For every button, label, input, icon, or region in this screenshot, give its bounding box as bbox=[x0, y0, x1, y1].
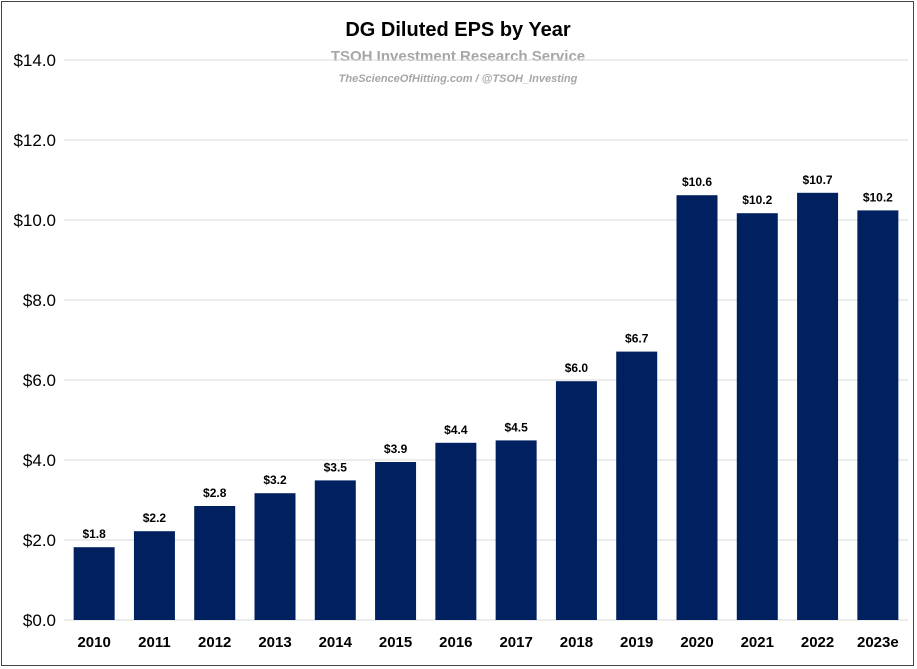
data-label: $10.2 bbox=[863, 190, 893, 204]
data-labels: $1.8 $2.2 $2.8 $3.2 $3.5 $3.9 $4.4 $4.5 $6.0 $6.7… bbox=[82, 173, 893, 541]
data-label: $3.2 bbox=[263, 473, 287, 487]
data-label: $1.8 bbox=[82, 527, 106, 541]
y-tick-label: $10.0 bbox=[13, 211, 56, 230]
y-tick-label: $2.0 bbox=[23, 531, 56, 550]
x-tick-label: 2011 bbox=[138, 634, 171, 651]
bar bbox=[254, 493, 296, 620]
x-tick-label: 2015 bbox=[379, 634, 412, 651]
x-tick-label: 2020 bbox=[680, 634, 713, 651]
y-tick-label: $8.0 bbox=[23, 291, 56, 310]
chart-subtitle: TSOH Investment Research Service bbox=[331, 48, 585, 65]
x-tick-label: 2023e bbox=[857, 634, 899, 651]
data-label: $4.5 bbox=[504, 420, 528, 434]
x-tick-label: 2021 bbox=[741, 634, 774, 651]
y-tick-label: $6.0 bbox=[23, 371, 56, 390]
x-axis-ticks: 2010 2011 2012 2013 2014 2015 2016 2017 2018 2019… bbox=[77, 634, 898, 651]
x-tick-label: 2019 bbox=[620, 634, 653, 651]
x-tick-label: 2012 bbox=[198, 634, 231, 651]
data-label: $2.2 bbox=[143, 511, 167, 525]
gridlines bbox=[64, 59, 908, 621]
data-label: $2.8 bbox=[203, 486, 227, 500]
bars bbox=[73, 192, 899, 621]
y-tick-label: $14.0 bbox=[13, 51, 56, 70]
bar bbox=[676, 195, 718, 620]
chart-credit: TheScienceOfHitting.com / @TSOH_Investin… bbox=[339, 73, 578, 85]
chart-title: DG Diluted EPS by Year bbox=[345, 19, 570, 41]
x-tick-label: 2022 bbox=[801, 634, 834, 651]
x-tick-label: 2014 bbox=[319, 634, 353, 651]
bar bbox=[797, 192, 839, 621]
bar bbox=[616, 351, 658, 620]
x-tick-label: 2013 bbox=[258, 634, 291, 651]
y-tick-label: $4.0 bbox=[23, 451, 56, 470]
bar bbox=[73, 547, 115, 620]
bar bbox=[736, 213, 778, 620]
x-tick-label: 2010 bbox=[77, 634, 110, 651]
data-label: $10.6 bbox=[682, 175, 712, 189]
bar bbox=[435, 442, 477, 620]
x-tick-label: 2017 bbox=[499, 634, 532, 651]
data-label: $3.5 bbox=[324, 460, 348, 474]
data-label: $10.2 bbox=[742, 193, 772, 207]
bar bbox=[194, 506, 236, 620]
y-axis-ticks: $0.0 $2.0 $4.0 $6.0 $8.0 $10.0 $12.0 $14.0 bbox=[13, 51, 56, 630]
data-label: $6.0 bbox=[565, 361, 589, 375]
data-label: $4.4 bbox=[444, 423, 468, 437]
bar bbox=[857, 210, 899, 620]
y-tick-label: $12.0 bbox=[13, 131, 56, 150]
data-label: $3.9 bbox=[384, 442, 408, 456]
bar bbox=[495, 440, 537, 620]
x-tick-label: 2016 bbox=[439, 634, 472, 651]
data-label: $10.7 bbox=[803, 173, 833, 187]
data-label: $6.7 bbox=[625, 332, 649, 346]
bar bbox=[375, 462, 417, 620]
x-tick-label: 2018 bbox=[560, 634, 593, 651]
bar bbox=[133, 531, 175, 620]
y-tick-label: $0.0 bbox=[23, 611, 56, 630]
bar bbox=[555, 381, 597, 620]
bar bbox=[314, 480, 356, 620]
